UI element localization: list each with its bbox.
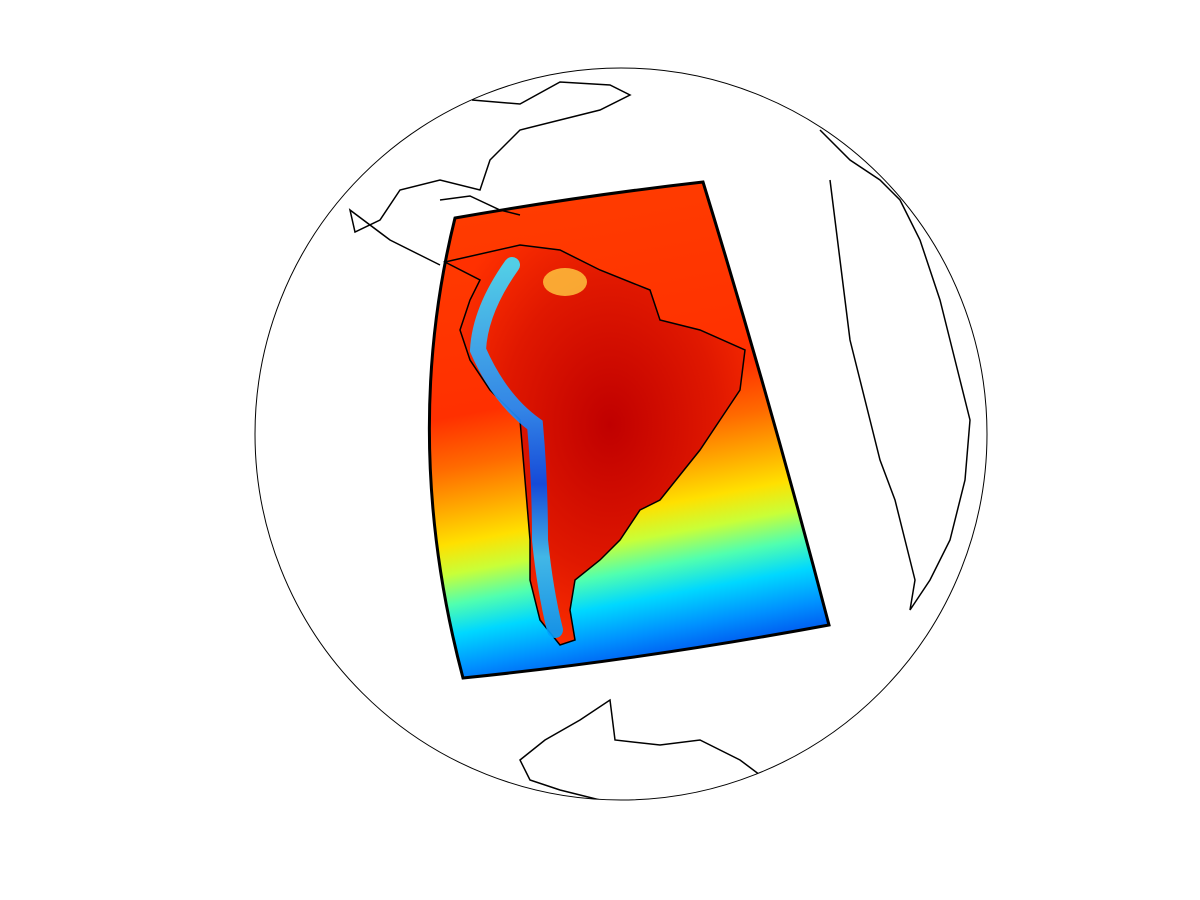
africa-coast: [819, 129, 971, 611]
highland-warm-spot: [543, 268, 587, 296]
map-content: [348, 81, 971, 800]
andes-cold-band: [469, 257, 563, 638]
south-america: [442, 244, 746, 646]
antarctica-coast: [519, 698, 762, 800]
north-america-coast: [348, 81, 632, 266]
caribbean-coast: [439, 195, 521, 216]
